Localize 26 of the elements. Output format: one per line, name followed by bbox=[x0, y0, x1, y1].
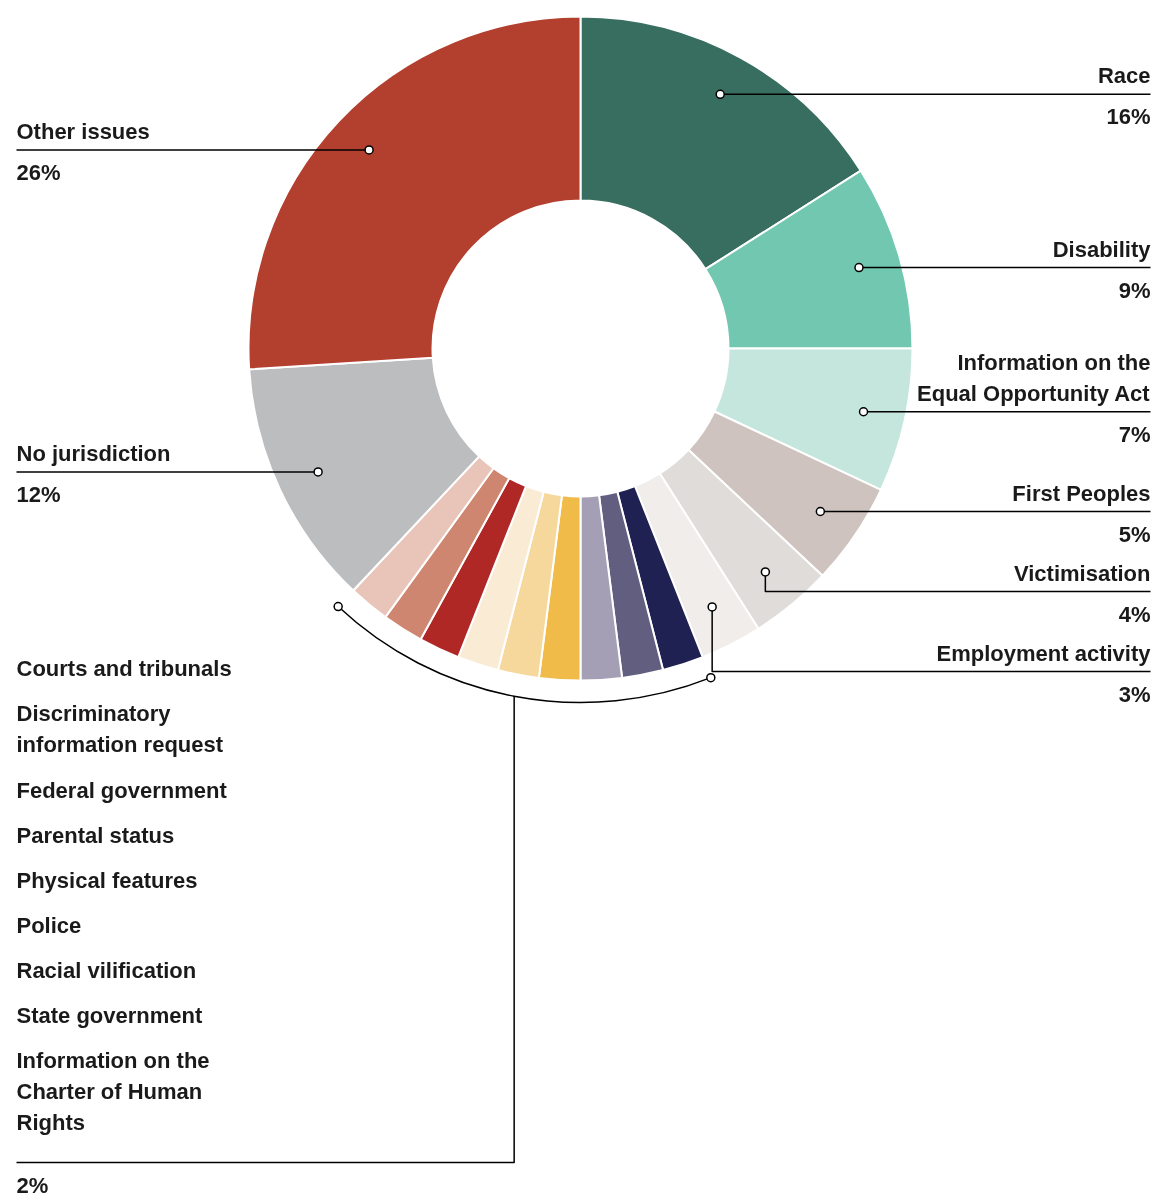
slice-label: Victimisation bbox=[1013, 560, 1151, 586]
data-label: 7% bbox=[1118, 421, 1151, 447]
slice-label: Other issues bbox=[16, 118, 150, 144]
data-label: 26% bbox=[16, 159, 61, 185]
slice-label: First Peoples bbox=[1012, 480, 1151, 506]
text: Information on the Charter of Human Rights bbox=[16, 1047, 210, 1135]
data-label: 5% bbox=[1118, 521, 1151, 547]
slice-label: Disability bbox=[1052, 236, 1152, 262]
data-label: 16% bbox=[1106, 104, 1151, 130]
text: 2% bbox=[16, 1172, 49, 1197]
text: Parental status bbox=[16, 822, 175, 848]
text: Federal government bbox=[16, 777, 228, 803]
data-label: 12% bbox=[16, 481, 61, 507]
text: Discriminatory information request bbox=[16, 700, 224, 757]
text: State government bbox=[16, 1002, 203, 1028]
text: Courts and tribunals bbox=[16, 655, 232, 681]
text: Racial vilification bbox=[16, 957, 197, 983]
data-label: 9% bbox=[1118, 277, 1151, 303]
slice-label: Race bbox=[1097, 63, 1151, 89]
slice-label: Information on the Equal Opportunity Act bbox=[917, 349, 1151, 406]
data-label: 4% bbox=[1118, 601, 1151, 627]
slice-label: Employment activity bbox=[936, 640, 1152, 666]
text: Police bbox=[16, 912, 82, 938]
text: Physical features bbox=[16, 867, 198, 893]
data-label: 3% bbox=[1118, 681, 1151, 707]
slice-label: No jurisdiction bbox=[16, 440, 171, 466]
